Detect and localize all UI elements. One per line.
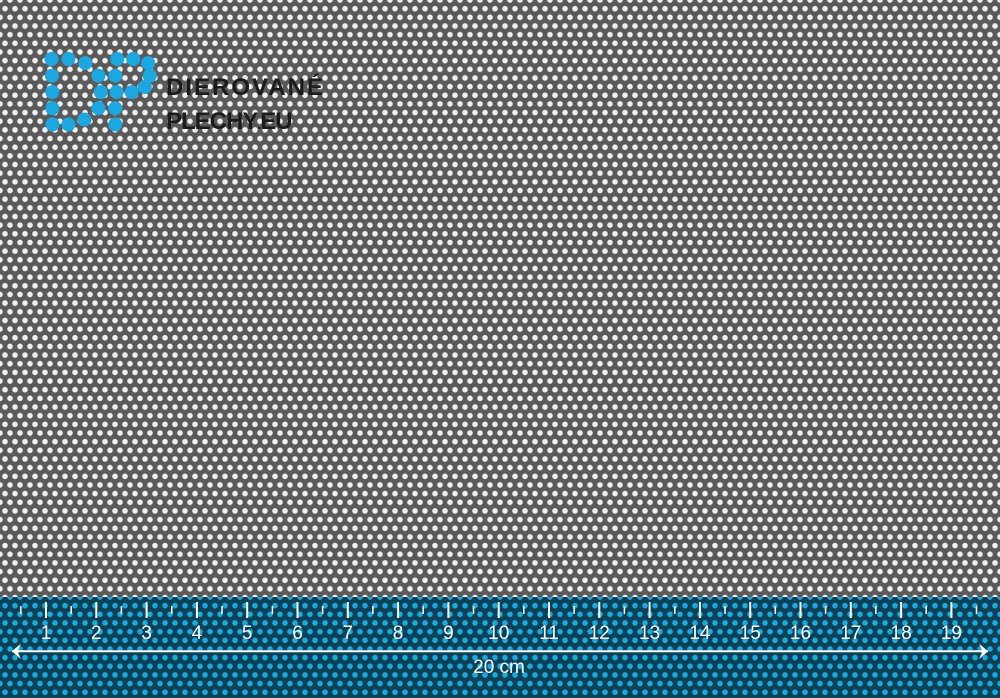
svg-text:2: 2 <box>91 623 102 644</box>
svg-text:6: 6 <box>292 623 303 644</box>
svg-text:4: 4 <box>192 623 203 644</box>
svg-text:17: 17 <box>840 623 861 644</box>
svg-text:9: 9 <box>443 623 454 644</box>
svg-text:15: 15 <box>740 623 761 644</box>
svg-text:1: 1 <box>41 623 52 644</box>
svg-text:3: 3 <box>141 623 152 644</box>
svg-text:12: 12 <box>589 623 610 644</box>
svg-text:5: 5 <box>242 623 253 644</box>
svg-text:11: 11 <box>539 623 559 644</box>
svg-text:16: 16 <box>790 623 811 644</box>
svg-text:20 cm: 20 cm <box>473 657 525 678</box>
svg-text:10: 10 <box>488 623 509 644</box>
svg-text:18: 18 <box>891 623 912 644</box>
svg-text:19: 19 <box>941 623 962 644</box>
svg-text:14: 14 <box>689 623 711 644</box>
svg-text:7: 7 <box>343 623 354 644</box>
svg-text:8: 8 <box>393 623 404 644</box>
svg-text:13: 13 <box>639 623 660 644</box>
